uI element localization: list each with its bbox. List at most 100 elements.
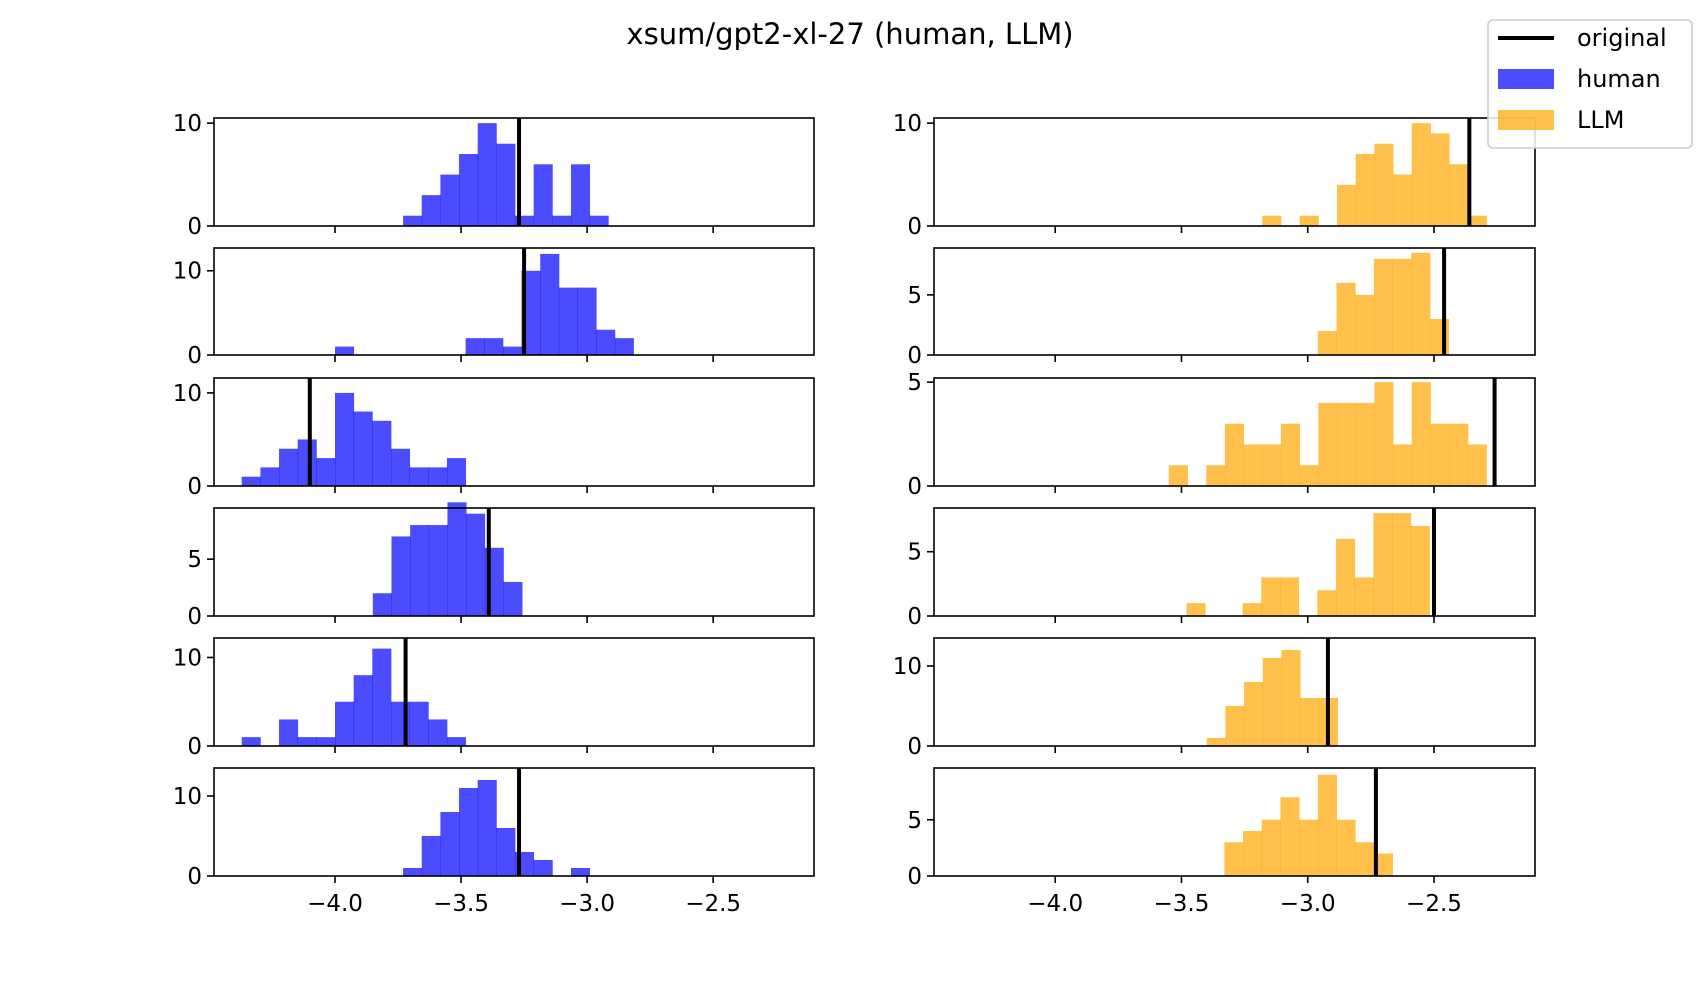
panel-llm-4: 05 (907, 507, 1536, 630)
histogram-bar (1224, 842, 1244, 876)
histogram-bar (466, 513, 486, 616)
histogram-bar (447, 502, 467, 616)
panel-human-2: 0 10 (173, 247, 815, 369)
y-tick-label: 0 (187, 604, 202, 630)
y-tick-label: 5 (907, 540, 922, 566)
histogram-bar (1449, 164, 1469, 226)
histogram-bar (260, 467, 280, 486)
histogram-bar (409, 701, 429, 746)
histogram-bar (570, 164, 591, 226)
histogram-bar (465, 338, 485, 355)
histogram-bar (477, 780, 497, 876)
y-tick-label: 0 (907, 864, 922, 890)
histogram-bar (1261, 577, 1281, 616)
histogram-bar (1281, 650, 1301, 746)
y-tick-label: 0 (907, 343, 922, 369)
histogram-bar (1317, 330, 1337, 355)
histogram-bar (1262, 215, 1282, 226)
histogram-bar (428, 719, 448, 746)
histogram-bar (1449, 423, 1469, 486)
x-tick-label: −4.0 (307, 891, 363, 917)
histogram-bar (502, 346, 522, 355)
histogram-bar (1411, 252, 1431, 355)
histogram-bar (353, 411, 373, 486)
x-tick-label: −4.0 (1027, 891, 1083, 917)
panel-frame (933, 767, 1536, 877)
histogram-bar (1374, 143, 1394, 226)
histogram-bar (421, 836, 441, 876)
histogram-bar (496, 828, 516, 876)
histogram-bar (1355, 842, 1375, 876)
histogram-bar (353, 675, 373, 746)
histogram-bar (1336, 819, 1356, 876)
panel-human-4: 05 (187, 502, 815, 630)
histogram-bar (1262, 444, 1282, 486)
histogram-bar (552, 215, 572, 226)
legend-swatch-llm (1498, 110, 1554, 130)
y-tick-label: 0 (187, 343, 202, 369)
histogram-bar (1355, 402, 1375, 486)
histogram-bar (1280, 423, 1301, 486)
histogram-bar (484, 338, 504, 355)
histogram-bar (1355, 294, 1375, 355)
panel-frame (933, 507, 1536, 617)
x-tick-label: −3.0 (559, 891, 615, 917)
legend-label-original: original (1577, 24, 1667, 52)
histogram-bar (409, 467, 429, 486)
histogram-bar (316, 458, 336, 486)
histogram-bar (390, 448, 411, 486)
y-tick-label: 5 (187, 547, 202, 573)
panel-frame (213, 767, 815, 877)
y-tick-label: 10 (173, 259, 202, 285)
legend-label-llm: LLM (1577, 106, 1624, 134)
histogram-bar (335, 392, 355, 486)
histogram-bar (335, 346, 355, 355)
histogram-bar (1299, 465, 1319, 486)
histogram-bar (440, 812, 460, 876)
x-tick-label: −2.5 (1406, 891, 1462, 917)
histogram-bar (316, 737, 336, 746)
panel-human-6: 0 10 −4.0 −3.5 −3.0 −2.5 (173, 767, 815, 917)
x-tick-label: −3.0 (1280, 891, 1336, 917)
panel-frame (213, 247, 815, 356)
y-tick-label: 0 (187, 214, 202, 240)
x-tick-label: −3.5 (1154, 891, 1210, 917)
histogram-bar (297, 737, 317, 746)
y-tick-label: 10 (173, 784, 202, 810)
panel-frame (933, 637, 1536, 747)
histogram-bar (570, 868, 591, 876)
histogram-bar (241, 476, 261, 486)
histogram-bar (1317, 590, 1337, 616)
histogram-bar (241, 737, 261, 746)
y-tick-label: 10 (173, 645, 202, 671)
legend-label-human: human (1577, 65, 1661, 93)
histogram-bar (589, 215, 609, 226)
panel-llm-3: 05 (907, 370, 1536, 500)
histogram-bar (1244, 682, 1264, 746)
histogram-bar (503, 581, 523, 616)
histogram-bar (440, 174, 460, 226)
y-tick-label: 0 (907, 604, 922, 630)
x-tick-label: −3.5 (433, 891, 489, 917)
histogram-bar (1336, 538, 1356, 616)
histogram-bar (1262, 658, 1282, 746)
histogram-bar (1467, 215, 1487, 226)
histogram-bar (496, 143, 516, 226)
y-tick-label: 5 (907, 283, 922, 309)
panel-frame (933, 377, 1536, 487)
y-tick-label: 0 (907, 214, 922, 240)
y-tick-label: 0 (907, 734, 922, 760)
histogram-bar (533, 860, 553, 876)
histogram-bar (1430, 423, 1450, 486)
histogram-bar (1392, 513, 1412, 616)
histogram-bar (1430, 133, 1450, 226)
panel-frame (213, 117, 815, 227)
histogram-bar (372, 648, 392, 746)
histogram-bar (1261, 819, 1281, 876)
y-tick-label: 0 (187, 734, 202, 760)
histogram-bar (428, 467, 448, 486)
histogram-bar (459, 154, 479, 226)
panel-human-5: 0 10 (173, 637, 815, 760)
histogram-bar (1429, 318, 1450, 355)
histogram-bar (1373, 258, 1393, 355)
